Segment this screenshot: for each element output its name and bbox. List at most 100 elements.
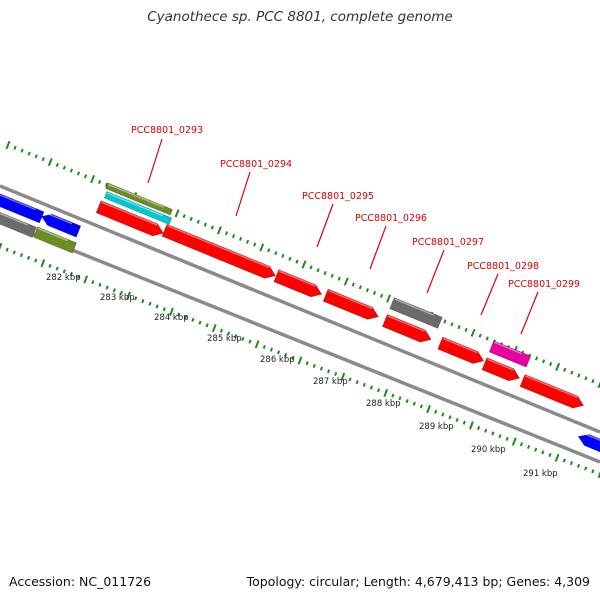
- grey-feature: [389, 297, 443, 329]
- inner-minor-tick: [569, 461, 574, 466]
- ruler-label: 287 kbp: [313, 377, 348, 387]
- forward-cds-0299-shape: [519, 374, 585, 409]
- olive-feature-highlight: [107, 183, 165, 208]
- gene-label-pcc8801_0296: PCC8801_0296: [355, 213, 427, 224]
- inner-minor-tick: [69, 271, 74, 277]
- inner-minor-tick: [141, 299, 145, 304]
- magenta-feature-shape: [488, 340, 532, 368]
- inner-minor-tick: [5, 247, 9, 252]
- outer-minor-tick: [457, 325, 461, 330]
- olive-feature-shape: [33, 226, 77, 254]
- inner-minor-tick: [191, 317, 195, 323]
- outer-minor-tick: [563, 367, 567, 372]
- grey-feature-highlight: [0, 211, 28, 226]
- inner-minor-tick: [98, 282, 102, 287]
- forward-cds-0293: [95, 200, 164, 237]
- gene-label-pcc8801_0293: PCC8801_0293: [131, 125, 203, 136]
- forward-cds-0296-highlight: [328, 290, 373, 310]
- inner-major-tick: [511, 437, 517, 446]
- outer-minor-tick: [478, 333, 482, 338]
- outer-minor-tick: [295, 259, 299, 264]
- outer-minor-tick: [316, 268, 320, 273]
- outer-minor-tick: [288, 256, 292, 261]
- outer-minor-tick: [330, 273, 334, 278]
- gene-label-pcc8801_0294: PCC8801_0294: [220, 159, 292, 170]
- outer-minor-tick: [309, 265, 313, 270]
- outer-minor-tick: [189, 216, 193, 222]
- inner-minor-tick: [491, 431, 495, 436]
- outer-major-tick: [217, 226, 222, 235]
- gene-leader-line: [480, 273, 499, 316]
- inner-minor-tick: [462, 420, 466, 425]
- forward-cds-0298-shape: [437, 336, 485, 364]
- magenta-feature: [488, 340, 532, 368]
- outer-major-tick: [259, 243, 265, 252]
- inner-minor-tick: [48, 263, 52, 268]
- forward-cds-0295-highlight: [279, 270, 316, 287]
- inner-minor-tick: [184, 315, 188, 320]
- inner-minor-tick: [476, 426, 481, 431]
- inner-minor-tick: [498, 434, 502, 439]
- outer-major-tick: [555, 362, 561, 372]
- forward-cds-0297-highlight: [387, 315, 426, 332]
- inner-minor-tick: [405, 398, 409, 404]
- inner-major-tick: [169, 307, 174, 316]
- outer-minor-tick: [577, 373, 581, 378]
- outer-major-tick: [470, 328, 476, 337]
- outer-major-tick: [386, 294, 391, 303]
- forward-cds-0293-highlight: [101, 201, 158, 226]
- forward-cds-0297: [382, 314, 432, 343]
- outer-minor-tick: [450, 322, 454, 327]
- inner-minor-tick: [262, 344, 266, 350]
- outer-minor-tick: [20, 148, 24, 153]
- ruler-label: 289 kbp: [419, 422, 454, 432]
- reverse-cds-feature-highlight: [0, 189, 36, 211]
- outer-minor-tick: [83, 174, 88, 179]
- inner-minor-tick: [326, 369, 331, 374]
- cyan-feature: [103, 191, 173, 225]
- olive-feature: [105, 182, 173, 216]
- forward-cds-0294: [161, 223, 276, 279]
- cyan-feature-highlight: [107, 192, 164, 217]
- outer-minor-tick: [253, 242, 257, 247]
- inner-minor-tick: [484, 428, 488, 433]
- outer-minor-tick: [584, 376, 588, 381]
- inner-minor-tick: [234, 334, 238, 339]
- outer-minor-tick: [105, 182, 109, 187]
- forward-cds-0298: [437, 336, 485, 364]
- inner-major-tick: [426, 405, 431, 414]
- ruler-label: 291 kbp: [523, 469, 558, 479]
- inner-minor-tick: [355, 380, 359, 385]
- inner-minor-tick: [505, 436, 509, 441]
- forward-cds-0299: [519, 374, 585, 409]
- outer-minor-tick: [323, 270, 327, 276]
- outer-minor-tick: [281, 253, 285, 259]
- inner-minor-tick: [334, 371, 338, 377]
- inner-minor-tick: [519, 442, 524, 447]
- forward-cds-0299-highlight: [525, 375, 578, 398]
- inner-minor-tick: [269, 347, 274, 352]
- inner-minor-tick: [562, 458, 566, 463]
- inner-minor-tick: [312, 363, 316, 368]
- outer-minor-tick: [464, 327, 468, 332]
- labels: 282 kbp 283 kbp 284 kbp 285 kbp 286 kbp 287 k…: [46, 125, 580, 479]
- inner-minor-tick: [34, 258, 38, 263]
- inner-minor-tick: [305, 361, 309, 366]
- outer-minor-tick: [549, 362, 553, 367]
- features: [0, 182, 600, 456]
- outer-minor-tick: [55, 162, 59, 167]
- inner-major-tick: [469, 421, 474, 430]
- forward-cds-0295-shape: [273, 269, 323, 298]
- outer-minor-tick: [485, 336, 489, 341]
- forward-cds-0293-shape: [95, 200, 164, 237]
- forward-cds-0298-highlight: [442, 337, 478, 354]
- outer-minor-tick: [41, 157, 45, 162]
- magenta-feature-highlight: [493, 341, 523, 355]
- reverse-cds-feature-highlight: [43, 211, 73, 225]
- outer-minor-tick: [365, 288, 370, 293]
- reverse-cds-feature-shape: [40, 213, 82, 238]
- inner-minor-tick: [55, 266, 59, 271]
- ruler-label: 282 kbp: [46, 273, 81, 283]
- inner-minor-tick: [112, 288, 116, 293]
- inner-minor-tick: [91, 280, 95, 285]
